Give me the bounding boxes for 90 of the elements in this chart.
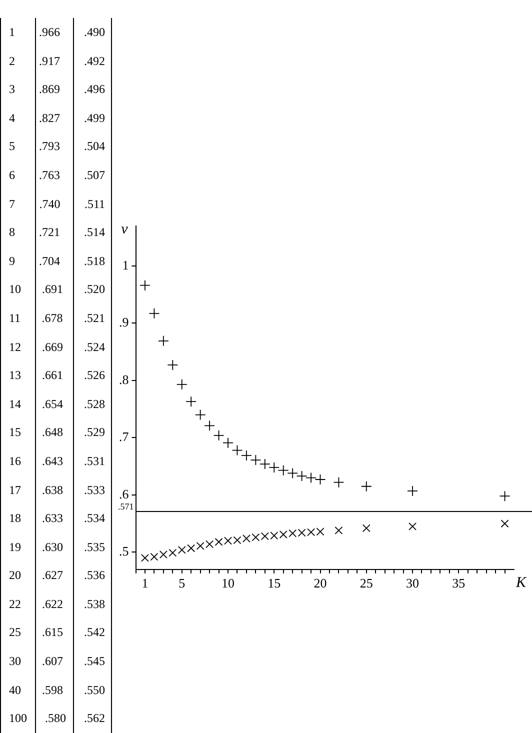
point <box>314 474 326 485</box>
x-tick-label: 1 <box>142 576 148 591</box>
text: 40 .598 .550 <box>8 682 106 699</box>
point <box>148 308 160 319</box>
text: 18 .633 .534 <box>8 510 106 528</box>
y-tick-label: .8 <box>119 372 129 387</box>
x-tick-label: 35 <box>452 576 466 591</box>
point <box>167 360 178 370</box>
text: 5 .793 .504 <box>8 138 106 156</box>
y-tick-label: .5 <box>119 544 129 559</box>
text: 13 .661 .526 <box>8 367 106 384</box>
point <box>232 444 243 456</box>
point <box>158 335 169 346</box>
point <box>252 533 260 542</box>
point <box>259 458 270 470</box>
point <box>279 530 288 538</box>
point <box>178 546 186 554</box>
text: 15 .648 .529 <box>8 424 106 442</box>
point <box>360 480 372 492</box>
text: 11 .678 .521 <box>8 310 106 327</box>
text: 22 .622 .538 <box>8 596 106 613</box>
text: 9 .704 .518 <box>8 252 106 270</box>
text: 25 .615 .542 <box>8 624 106 642</box>
point <box>306 472 316 484</box>
y-tick-label: .9 <box>119 314 129 330</box>
y-tick-label: 1 <box>122 257 129 272</box>
point <box>408 522 417 530</box>
point <box>362 524 370 532</box>
point <box>298 528 306 537</box>
text: 12 .669 .524 <box>8 338 106 356</box>
point <box>214 538 223 546</box>
point <box>186 396 197 408</box>
text: 4 .827 .499 <box>8 110 106 127</box>
x-tick-label: 15 <box>268 576 281 591</box>
point <box>222 437 234 448</box>
point <box>500 520 509 528</box>
x-axis-title: K <box>515 574 527 591</box>
point <box>316 528 324 536</box>
point <box>233 536 242 544</box>
text: 2 .917 .492 <box>8 52 106 70</box>
y-axis-title: ν <box>121 222 128 238</box>
x-tick-label: 20 <box>314 576 327 591</box>
text: 7 .740 .511 <box>8 196 106 213</box>
text: 6 .763 .507 <box>8 166 106 184</box>
point <box>213 430 224 441</box>
point <box>159 550 168 558</box>
point <box>206 540 214 548</box>
point <box>241 450 252 461</box>
x-tick-label: 5 <box>178 576 186 591</box>
text: 17 .638 .533 <box>8 482 106 498</box>
text: 14 .654 .528 <box>8 396 106 413</box>
point <box>307 528 316 536</box>
text: 20 .627 .536 <box>8 567 106 584</box>
point <box>287 468 298 479</box>
point <box>176 378 188 390</box>
point <box>187 544 196 552</box>
point <box>140 280 150 291</box>
point <box>334 526 343 534</box>
point <box>333 476 344 488</box>
point <box>140 554 149 562</box>
text: 8 .721 .514 <box>8 224 106 242</box>
point <box>196 542 204 550</box>
ref-line-label: .571 <box>118 501 134 512</box>
text: 100 .580 .562 <box>8 710 106 728</box>
x-tick-label: 25 <box>360 576 373 591</box>
point <box>168 548 177 557</box>
text: 3 .869 .496 <box>8 81 106 98</box>
point <box>224 536 232 545</box>
y-tick-label: .6 <box>119 486 130 502</box>
text: 1 .966 .490 <box>8 24 106 41</box>
text: 16 .643 .531 <box>8 452 106 470</box>
point <box>407 485 418 496</box>
point <box>260 532 269 540</box>
text: 30 .607 .545 <box>8 653 106 670</box>
point <box>270 532 278 540</box>
point <box>194 409 206 420</box>
y-tick-label: .7 <box>119 429 130 444</box>
point <box>204 420 216 432</box>
point <box>150 552 158 561</box>
point <box>250 454 262 466</box>
text: 19 .630 .535 <box>8 538 106 556</box>
point <box>499 490 510 502</box>
point <box>268 462 280 473</box>
point <box>288 529 297 538</box>
point <box>242 534 250 542</box>
x-tick-label: 30 <box>406 576 420 591</box>
x-tick-label: 10 <box>222 576 235 591</box>
point <box>296 470 308 482</box>
point <box>278 464 289 476</box>
text: 10 .691 .520 <box>8 281 106 298</box>
